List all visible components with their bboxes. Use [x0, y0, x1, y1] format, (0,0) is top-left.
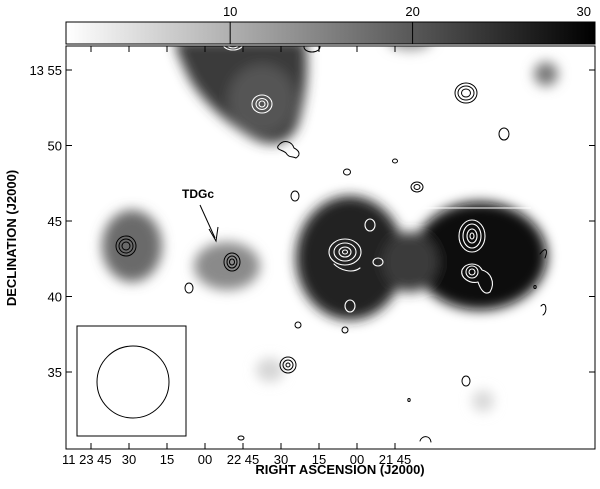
colorbar-tick-label: 10: [223, 4, 237, 19]
y-tick-label: 13 55: [29, 63, 62, 78]
y-tick-label: 50: [48, 139, 62, 154]
y-axis-ticks: 13 55 50 45 40 35: [29, 63, 595, 380]
emission-region-bridge: [382, 232, 438, 292]
beam-inset: [76, 325, 187, 437]
emission-region-ne-small: [534, 62, 558, 86]
y-tick-label: 35: [48, 365, 62, 380]
x-tick-label: 22 45: [227, 452, 260, 467]
annotation-arrow-head: [208, 226, 219, 243]
contour-group-misc: [115, 46, 547, 443]
emission-map: [102, 46, 558, 412]
emission-region-tdgc: [194, 242, 260, 290]
x-tick-label: 15: [160, 452, 174, 467]
y-tick-label: 45: [48, 214, 62, 229]
emission-region-top-right: [392, 46, 428, 50]
y-tick-label: 40: [48, 290, 62, 305]
beam-ellipse: [96, 345, 170, 419]
contours: [115, 46, 547, 443]
x-tick-label: 15: [312, 452, 326, 467]
x-axis-title: RIGHT ASCENSION (J2000): [255, 462, 424, 477]
colorbar-tick-label: 20: [405, 4, 419, 19]
x-tick-label: 21 45: [379, 452, 412, 467]
colorbar: [65, 21, 596, 45]
contour-group-north: [222, 46, 273, 114]
annotation-arrow-shaft: [199, 204, 216, 239]
emission-region-south-east: [472, 390, 494, 412]
x-tick-label: 00: [350, 452, 364, 467]
y-axis-title: DECLINATION (J2000): [4, 170, 19, 306]
emission-region-south: [256, 358, 284, 382]
colorbar-ticks: 10 20 30: [223, 4, 596, 44]
x-tick-label: 30: [274, 452, 288, 467]
plot-frame: [65, 45, 596, 450]
x-tick-label: 30: [122, 452, 136, 467]
contour-group-east: [458, 219, 493, 294]
contour-group-center: [328, 218, 384, 313]
x-tick-label: 00: [198, 452, 212, 467]
emission-region-center: [296, 196, 404, 320]
colorbar-tick-label: 30: [577, 4, 591, 19]
emission-region-east: [413, 202, 547, 310]
x-axis-ticks: 11 23 45 30 15 00 22 45 30 15 00 21 45: [62, 46, 411, 467]
x-tick-label: 11 23 45: [62, 452, 112, 467]
annotation-tdgc: TDGc: [182, 187, 214, 201]
emission-region-west: [102, 210, 162, 282]
emission-region-ne-fringe: [228, 64, 296, 136]
